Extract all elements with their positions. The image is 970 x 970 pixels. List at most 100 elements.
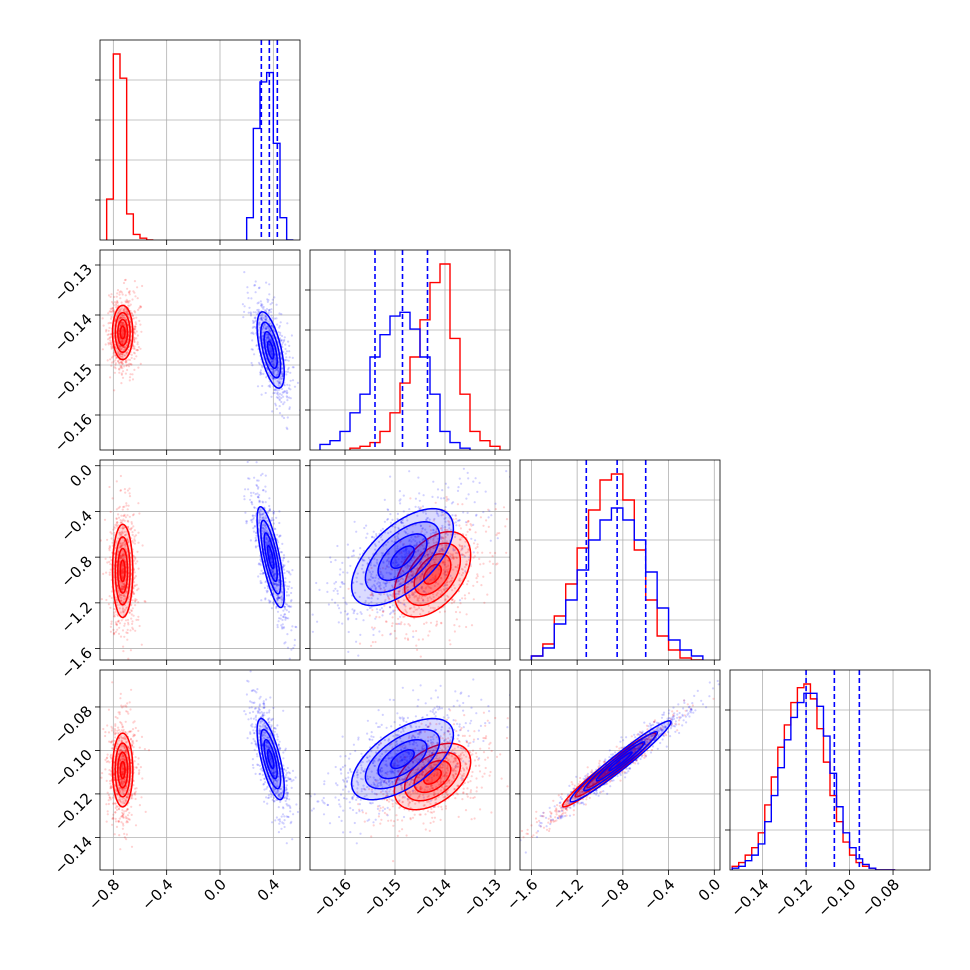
- sample-point: [374, 640, 377, 644]
- sample-point: [134, 598, 137, 601]
- sample-point: [123, 746, 126, 749]
- sample-point: [124, 345, 128, 348]
- sample-point: [116, 587, 120, 590]
- sample-point: [121, 772, 124, 775]
- sample-point: [119, 521, 122, 524]
- sample-point: [420, 587, 423, 590]
- sample-point: [103, 518, 107, 521]
- sample-point: [289, 379, 292, 382]
- sample-point: [431, 551, 434, 555]
- sample-point: [131, 666, 133, 668]
- sample-point: [397, 617, 400, 620]
- sample-point: [444, 528, 447, 531]
- sample-point: [422, 590, 425, 593]
- sample-point: [115, 623, 118, 626]
- sample-point: [397, 590, 400, 593]
- sample-point: [374, 586, 377, 589]
- sample-point: [442, 572, 445, 575]
- sample-point: [419, 575, 422, 578]
- sample-point: [113, 354, 117, 357]
- sample-point: [249, 491, 253, 494]
- sample-point: [447, 520, 450, 523]
- sample-point: [445, 584, 448, 587]
- sample-point: [283, 358, 287, 361]
- sample-point: [116, 686, 118, 688]
- sample-point: [138, 307, 141, 310]
- sample-point: [421, 573, 424, 576]
- sample-point: [130, 762, 133, 765]
- sample-point: [412, 610, 415, 613]
- sample-point: [268, 283, 271, 286]
- sample-point: [396, 535, 399, 538]
- sample-point: [119, 611, 122, 614]
- sample-point: [116, 717, 119, 720]
- sample-point: [242, 316, 245, 319]
- sample-point: [133, 352, 136, 355]
- sample-point: [124, 534, 127, 537]
- sample-point: [121, 607, 124, 610]
- sample-point: [382, 576, 385, 579]
- sample-point: [119, 542, 122, 545]
- sample-point: [246, 460, 249, 464]
- sample-point: [401, 602, 404, 605]
- sample-point: [272, 603, 275, 606]
- sample-point: [271, 360, 274, 363]
- sample-point: [467, 558, 471, 561]
- sample-point: [494, 508, 497, 511]
- sample-point: [275, 607, 278, 610]
- sample-point: [398, 490, 401, 493]
- sample-point: [443, 563, 446, 566]
- sample-point: [122, 587, 125, 591]
- sample-point: [97, 518, 99, 520]
- sample-point: [411, 574, 414, 577]
- sample-point: [371, 641, 374, 644]
- sample-point: [125, 353, 128, 356]
- sample-point: [126, 526, 130, 529]
- sample-point: [311, 613, 314, 616]
- sample-point: [434, 575, 437, 578]
- sample-point: [277, 384, 280, 387]
- sample-point: [399, 581, 402, 585]
- sample-point: [396, 592, 399, 596]
- sample-point: [393, 536, 396, 539]
- sample-point: [296, 381, 299, 384]
- sample-point: [472, 584, 475, 587]
- sample-point: [140, 330, 143, 333]
- sample-point: [283, 605, 287, 609]
- sample-point: [265, 366, 268, 369]
- sample-point: [109, 310, 112, 313]
- sample-point: [265, 316, 268, 320]
- sample-point: [375, 615, 378, 619]
- sample-point: [382, 561, 385, 564]
- sample-point: [121, 314, 124, 317]
- sample-point: [442, 537, 445, 540]
- sample-point: [426, 516, 429, 520]
- sample-point: [126, 628, 129, 632]
- sample-point: [123, 635, 126, 638]
- sample-point: [391, 518, 394, 522]
- sample-point: [124, 595, 127, 598]
- sample-point: [351, 608, 354, 611]
- sample-point: [137, 308, 140, 311]
- sample-point: [287, 617, 290, 620]
- sample-point: [280, 595, 284, 598]
- sample-point: [119, 297, 122, 300]
- sample-point: [291, 625, 294, 628]
- sample-point: [415, 629, 418, 633]
- panel-content: [100, 670, 300, 870]
- sample-point: [113, 633, 116, 636]
- sample-point: [350, 555, 354, 558]
- sample-point: [132, 735, 135, 738]
- sample-point: [381, 614, 384, 617]
- sample-point: [403, 525, 406, 528]
- sample-point: [258, 512, 261, 515]
- sample-point: [131, 797, 134, 800]
- sample-point: [124, 310, 127, 313]
- sample-point: [115, 540, 118, 543]
- sample-point: [259, 318, 262, 321]
- sample-point: [283, 613, 286, 616]
- sample-point: [117, 739, 120, 742]
- sample-point: [120, 361, 123, 364]
- sample-point: [121, 797, 124, 801]
- sample-point: [249, 498, 252, 501]
